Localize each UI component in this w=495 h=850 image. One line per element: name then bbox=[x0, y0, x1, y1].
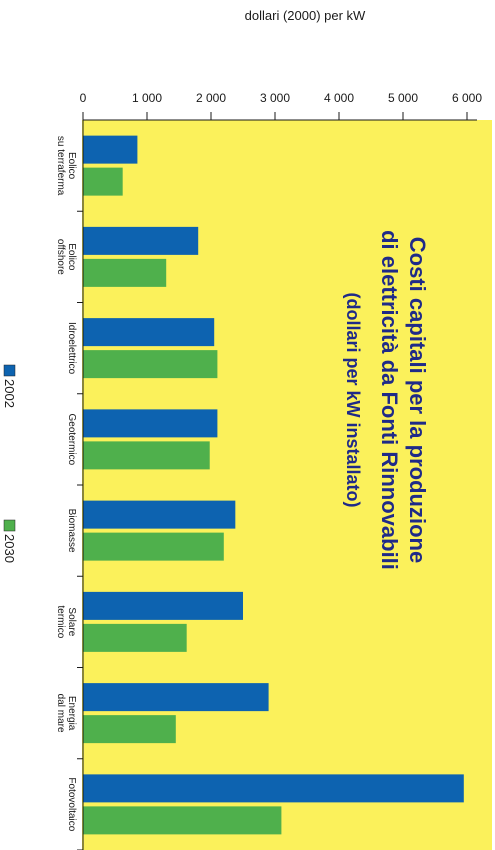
value-axis: 0 1 000 2 000 3 000 4 000 5 000 6 000 bbox=[80, 91, 482, 121]
category-label: Solare bbox=[66, 607, 77, 636]
bar-2002-0 bbox=[82, 135, 138, 164]
chart-title: Costi capitali per la produzione bbox=[405, 237, 430, 563]
chart-rotated-group: 0 1 000 2 000 3 000 4 000 5 000 6 000 dollari … bbox=[2, 8, 492, 850]
bar-2002-3 bbox=[83, 409, 218, 438]
value-tick-label: 3 000 bbox=[260, 91, 290, 105]
bar-2030-1 bbox=[83, 258, 167, 287]
chart-subtitle: (dollari per kW installato) bbox=[343, 292, 363, 507]
value-tick-label: 0 bbox=[80, 91, 87, 105]
value-tick-label: 1 000 bbox=[132, 91, 162, 105]
category-label: offshore bbox=[55, 239, 66, 275]
category-label: Fotovoltaico bbox=[66, 777, 77, 831]
bar-2002-5 bbox=[83, 591, 243, 620]
bar-2030-4 bbox=[82, 532, 224, 561]
bar-2002-2 bbox=[83, 318, 215, 347]
category-label: Eolico bbox=[66, 243, 77, 271]
category-label: Eolico bbox=[66, 152, 77, 180]
category-label: Energia bbox=[66, 696, 77, 731]
bars bbox=[77, 120, 464, 850]
category-label: Idroelettrico bbox=[66, 322, 77, 375]
bar-2002-1 bbox=[83, 226, 199, 255]
plot-background bbox=[82, 120, 492, 850]
legend-label-2030: 2030 bbox=[2, 534, 17, 563]
legend-label-2002: 2002 bbox=[2, 379, 17, 408]
bar-2030-3 bbox=[83, 441, 210, 470]
value-axis-title: dollari (2000) per kW bbox=[245, 8, 366, 23]
category-label: Geotermico bbox=[66, 414, 77, 466]
category-label: termico bbox=[55, 605, 66, 638]
bar-2030-2 bbox=[83, 350, 218, 379]
category-label: dal mare bbox=[55, 694, 66, 733]
category-label: Biomasse bbox=[66, 509, 77, 553]
title-block: Costi capitali per la produzione di elet… bbox=[343, 230, 430, 570]
bar-2002-7 bbox=[83, 774, 464, 803]
bar-2002-4 bbox=[83, 500, 236, 529]
legend-swatch-2002 bbox=[3, 364, 16, 377]
value-tick-label: 6 000 bbox=[452, 91, 482, 105]
legend: 2002 2030 bbox=[2, 364, 17, 563]
legend-swatch-2030 bbox=[3, 519, 16, 532]
bar-2002-6 bbox=[83, 683, 269, 712]
bar-2030-5 bbox=[82, 623, 187, 652]
category-label: su terraferma bbox=[55, 136, 66, 196]
chart-title-line2: di elettricità da Fonti Rinnovabili bbox=[377, 230, 402, 570]
bar-2030-7 bbox=[83, 806, 282, 835]
value-tick-label: 4 000 bbox=[324, 91, 354, 105]
bar-2030-6 bbox=[82, 715, 176, 744]
bar-2030-0 bbox=[82, 167, 123, 196]
value-tick-label: 5 000 bbox=[388, 91, 418, 105]
value-tick-label: 2 000 bbox=[196, 91, 226, 105]
